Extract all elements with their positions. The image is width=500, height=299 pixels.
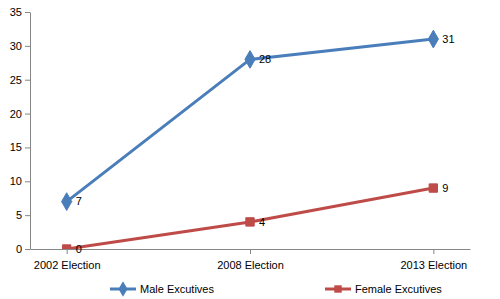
y-tick-label: 25 — [10, 74, 22, 86]
series-line — [67, 188, 434, 249]
y-tick: 30 — [10, 40, 30, 52]
y-tick-mark — [25, 215, 30, 216]
data-label: 7 — [76, 195, 82, 207]
series-line — [67, 39, 434, 202]
legend-item: Male Excutives — [110, 281, 214, 297]
y-tick: 20 — [10, 108, 30, 120]
x-tick: 2002 Election — [34, 249, 101, 271]
data-label: 28 — [259, 53, 271, 65]
y-tick: 5 — [16, 209, 30, 221]
legend-marker — [119, 281, 128, 297]
series-marker — [62, 193, 72, 211]
x-tick-mark — [433, 249, 434, 254]
series-marker — [428, 30, 438, 48]
y-tick-label: 20 — [10, 108, 22, 120]
y-tick: 10 — [10, 175, 30, 187]
x-tick-label: 2013 Election — [400, 259, 467, 271]
y-tick-mark — [25, 147, 30, 148]
x-axis: 2002 Election 2008 Election 2013 Election — [31, 249, 471, 271]
legend-marker — [334, 285, 341, 292]
series-marker — [62, 245, 70, 249]
series-marker — [246, 218, 254, 226]
y-tick-mark — [25, 80, 30, 81]
y-tick: 0 — [16, 243, 30, 255]
plot-area: 0 5 10 15 20 25 30 35 2002 Election 2008 Election… — [10, 6, 471, 271]
y-tick-label: 5 — [16, 209, 22, 221]
y-tick-mark — [25, 114, 30, 115]
series-group — [62, 30, 439, 249]
y-tick-mark — [25, 46, 30, 47]
legend-label: Male Excutives — [140, 283, 214, 295]
data-label: 31 — [442, 33, 454, 45]
y-tick-label: 10 — [10, 175, 22, 187]
x-tick: 2013 Election — [400, 249, 467, 271]
y-tick-label: 0 — [16, 243, 22, 255]
legend-label: Female Excutives — [355, 283, 442, 295]
y-tick-label: 15 — [10, 141, 22, 153]
y-tick: 25 — [10, 74, 30, 86]
y-tick: 35 — [10, 6, 30, 18]
y-tick-mark — [25, 249, 30, 250]
legend: Male Excutives Female Excutives — [110, 281, 442, 297]
x-tick: 2008 Election — [217, 249, 284, 271]
data-label: 0 — [76, 243, 82, 255]
data-label: 4 — [259, 216, 265, 228]
legend-item: Female Excutives — [325, 283, 442, 295]
y-tick-mark — [25, 181, 30, 182]
y-axis: 0 5 10 15 20 25 30 35 — [10, 6, 31, 255]
y-tick-label: 35 — [10, 6, 22, 18]
series-marker — [245, 51, 255, 69]
y-axis-line — [30, 13, 31, 250]
x-tick-label: 2008 Election — [217, 259, 284, 271]
x-tick-mark — [250, 249, 251, 254]
y-tick-label: 30 — [10, 40, 22, 52]
x-tick-mark — [67, 249, 68, 254]
x-tick-label: 2002 Election — [34, 259, 101, 271]
data-label: 9 — [442, 182, 448, 194]
y-tick: 15 — [10, 141, 30, 153]
chart: 0 5 10 15 20 25 30 35 2002 Election 2008 Election… — [0, 0, 500, 299]
y-tick-mark — [25, 12, 30, 13]
series-marker — [429, 184, 437, 192]
data-labels: 7 28 31 0 4 9 — [76, 33, 455, 255]
